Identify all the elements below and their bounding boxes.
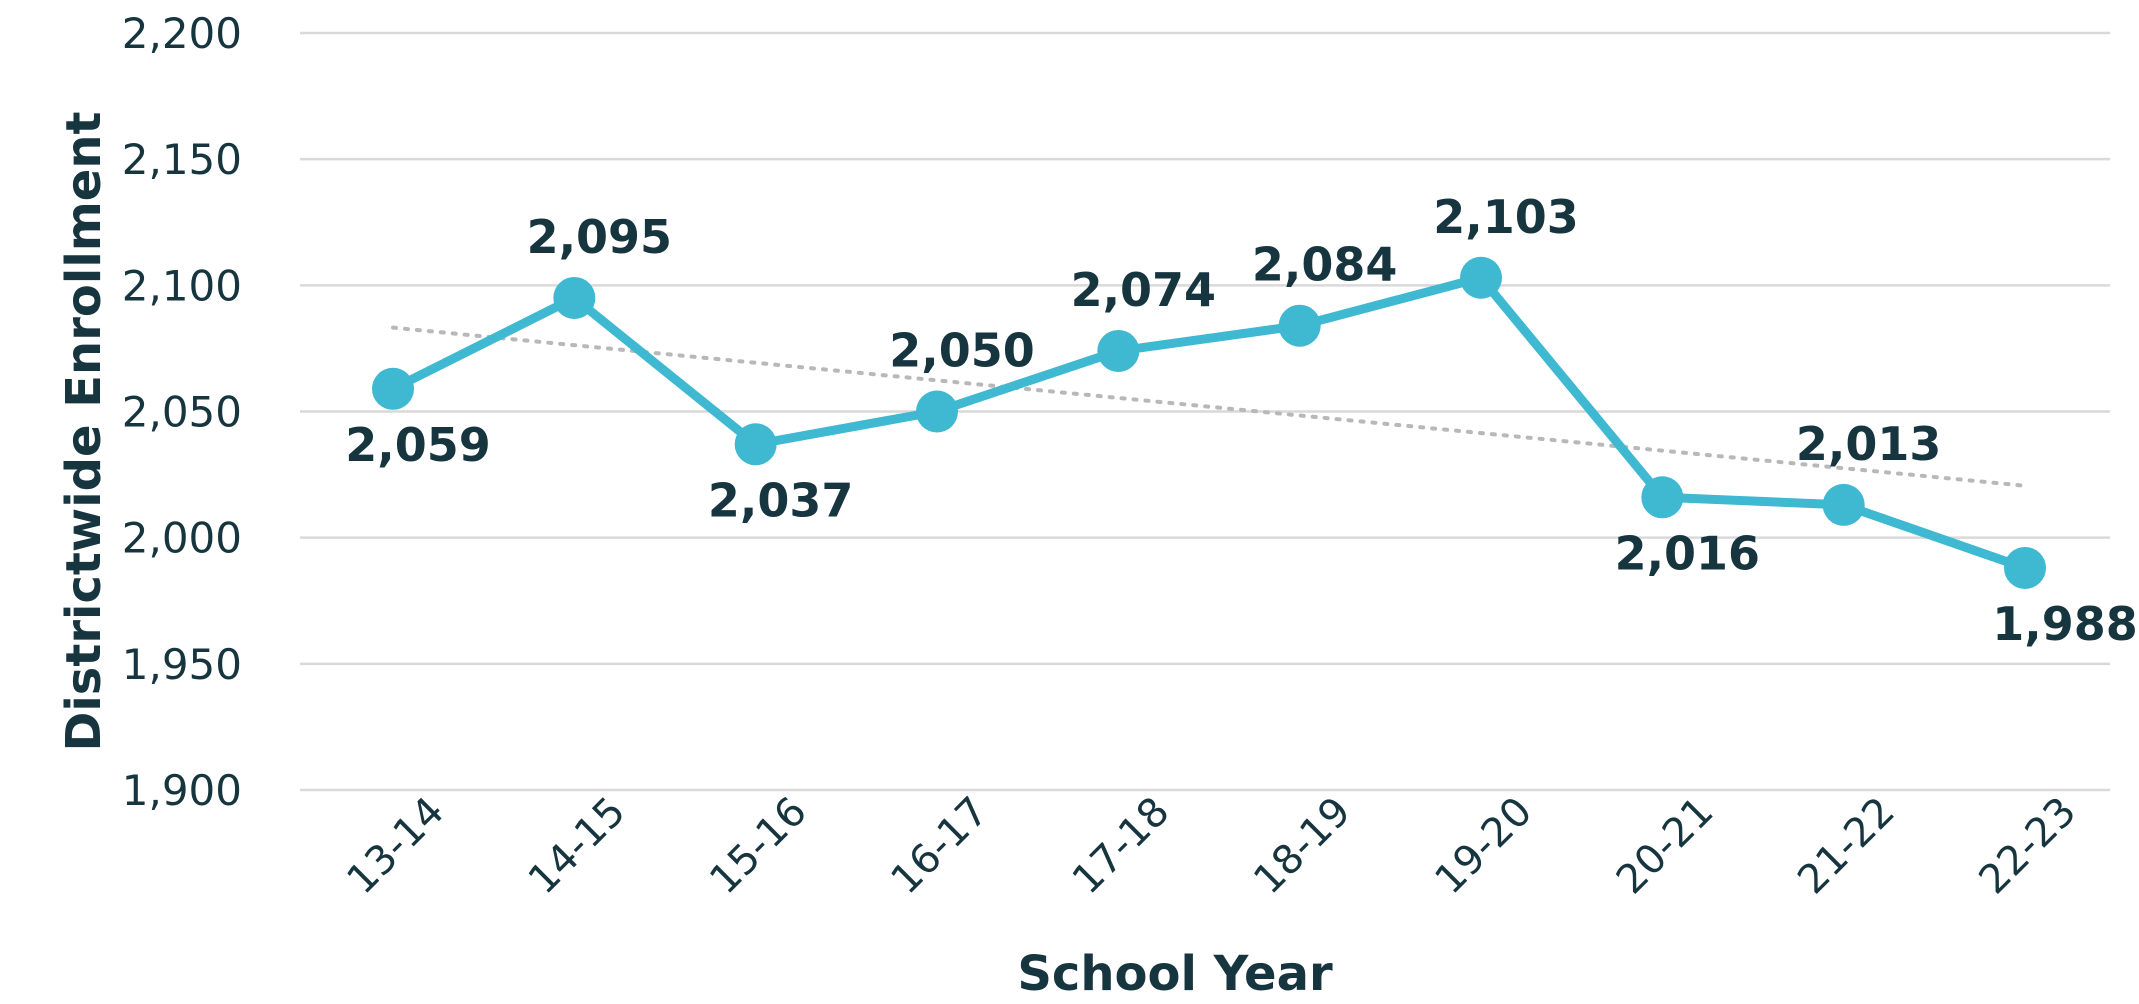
gridlines <box>300 31 2110 792</box>
trendline-path <box>391 325 2027 488</box>
data-point-marker <box>1097 329 1140 372</box>
data-points <box>372 256 2046 589</box>
y-tick-label: 2,050 <box>122 388 242 437</box>
data-label: 2,103 <box>1433 190 1579 244</box>
data-point-marker <box>916 390 958 433</box>
data-label: 2,050 <box>889 324 1035 378</box>
y-tick-label: 1,950 <box>122 640 242 689</box>
x-tick-label: 19-20 <box>1426 788 1541 903</box>
x-tick-label: 14-15 <box>520 788 635 903</box>
series-line <box>388 273 2030 573</box>
series-line-group <box>388 273 2030 573</box>
y-tick-label: 2,150 <box>122 135 242 184</box>
data-labels: 2,059 2,095 2,037 2,050 2,074 2,084 2,103 2,016… <box>345 190 2138 651</box>
data-point-marker <box>1641 476 1684 519</box>
x-axis-tick-labels: 13-14 14-15 15-16 16-17 17-18 18-19 19-20 20-21… <box>338 788 2085 903</box>
x-tick-label: 18-19 <box>1245 788 1360 903</box>
x-tick-label: 22-23 <box>1970 788 2085 903</box>
x-tick-label: 13-14 <box>338 788 453 903</box>
data-point-marker <box>553 276 596 319</box>
data-point-marker <box>1460 256 1502 299</box>
data-label: 2,084 <box>1252 238 1398 292</box>
data-point-marker <box>1278 304 1321 347</box>
x-tick-label: 17-18 <box>1064 788 1179 903</box>
y-tick-label: 2,200 <box>122 9 242 58</box>
x-tick-label: 15-16 <box>701 788 816 903</box>
data-label: 2,095 <box>527 210 673 264</box>
trendline <box>391 325 2027 488</box>
data-point-marker <box>734 423 777 466</box>
y-tick-label: 1,900 <box>122 766 242 815</box>
y-tick-label: 2,100 <box>122 261 242 310</box>
x-tick-label: 21-22 <box>1789 788 1904 903</box>
x-tick-label: 16-17 <box>882 788 997 903</box>
y-axis-tick-labels: 1,900 1,950 2,000 2,050 2,100 2,150 2,200 <box>122 9 242 815</box>
data-label: 2,074 <box>1071 263 1217 317</box>
data-label: 1,988 <box>1992 597 2138 651</box>
data-label: 2,059 <box>345 418 491 472</box>
data-label: 2,037 <box>708 473 854 527</box>
data-label: 2,016 <box>1615 526 1761 580</box>
data-label: 2,013 <box>1796 417 1942 471</box>
x-axis-title: School Year <box>1017 946 1333 1002</box>
x-tick-label: 20-21 <box>1608 788 1723 903</box>
data-point-marker <box>1822 483 1865 526</box>
y-tick-label: 2,000 <box>122 514 242 563</box>
data-point-marker <box>372 367 414 410</box>
y-axis-title: Districtwide Enrollment <box>56 112 112 752</box>
data-point-marker <box>2004 546 2046 589</box>
